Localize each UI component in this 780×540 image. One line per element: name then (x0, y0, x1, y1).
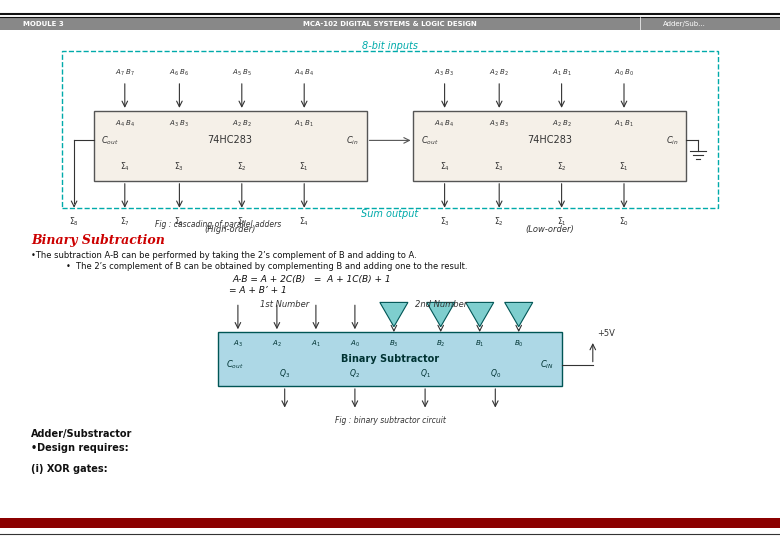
Text: $A_4\ B_4$: $A_4\ B_4$ (294, 68, 314, 78)
Text: $\Sigma_1$: $\Sigma_1$ (300, 160, 309, 173)
Text: $C_{in}$: $C_{in}$ (346, 134, 359, 147)
Text: $C_{IN}$: $C_{IN}$ (540, 358, 554, 371)
Text: 2nd Number: 2nd Number (415, 300, 466, 308)
Text: $C_{out}$: $C_{out}$ (101, 134, 119, 147)
Text: $B_1$: $B_1$ (475, 339, 484, 349)
Text: $A_0$: $A_0$ (350, 339, 360, 349)
Text: 1st Number: 1st Number (260, 300, 310, 308)
Text: Binary Subtraction: Binary Subtraction (31, 234, 165, 247)
Text: $\Sigma_8$: $\Sigma_8$ (69, 216, 79, 228)
Text: $\Sigma_2$: $\Sigma_2$ (495, 216, 504, 228)
Text: •The subtraction A-B can be performed by taking the 2’s complement of B and addi: •The subtraction A-B can be performed by… (31, 251, 417, 260)
Text: $\Sigma_4$: $\Sigma_4$ (120, 160, 129, 173)
FancyBboxPatch shape (0, 18, 780, 30)
Polygon shape (380, 302, 408, 327)
Text: (i) XOR gates:: (i) XOR gates: (31, 464, 108, 474)
FancyBboxPatch shape (0, 518, 780, 528)
Text: $\Sigma_7$: $\Sigma_7$ (120, 216, 129, 228)
Text: $\Sigma_4$: $\Sigma_4$ (300, 216, 309, 228)
Text: Adder/Substractor: Adder/Substractor (31, 429, 133, 439)
Text: $\Sigma_2$: $\Sigma_2$ (237, 160, 246, 173)
Text: +5V: +5V (597, 328, 615, 338)
Text: $A_2\ B_2$: $A_2\ B_2$ (551, 119, 572, 129)
Text: $\Sigma_3$: $\Sigma_3$ (440, 216, 449, 228)
Text: 74HC283: 74HC283 (207, 136, 253, 145)
Text: Sum output: Sum output (361, 209, 419, 219)
Text: $A_2\ B_2$: $A_2\ B_2$ (489, 68, 509, 78)
Text: $A_1\ B_1$: $A_1\ B_1$ (294, 119, 314, 129)
Text: $A_5\ B_5$: $A_5\ B_5$ (232, 68, 252, 78)
Text: $Q_3$: $Q_3$ (279, 367, 290, 380)
Text: $A_1\ B_1$: $A_1\ B_1$ (614, 119, 634, 129)
Text: MODULE 3: MODULE 3 (23, 21, 64, 27)
Text: $\Sigma_2$: $\Sigma_2$ (557, 160, 566, 173)
Text: 74HC283: 74HC283 (527, 136, 573, 145)
Text: $Q_0$: $Q_0$ (490, 367, 501, 380)
Text: $A_3\ B_3$: $A_3\ B_3$ (169, 119, 190, 129)
Text: $\Sigma_4$: $\Sigma_4$ (440, 160, 449, 173)
Text: •  The 2’s complement of B can be obtained by complementing B and adding one to : • The 2’s complement of B can be obtaine… (66, 262, 468, 271)
Text: (Low-order): (Low-order) (526, 225, 574, 234)
Text: $A_4\ B_4$: $A_4\ B_4$ (434, 119, 455, 129)
Text: $A_4\ B_4$: $A_4\ B_4$ (115, 119, 135, 129)
Text: $A_3\ B_3$: $A_3\ B_3$ (489, 119, 509, 129)
Text: $\Sigma_6$: $\Sigma_6$ (175, 216, 184, 228)
Text: $C_{in}$: $C_{in}$ (666, 134, 679, 147)
FancyBboxPatch shape (218, 332, 562, 386)
Text: $B_0$: $B_0$ (514, 339, 523, 349)
Text: $A_6\ B_6$: $A_6\ B_6$ (169, 68, 190, 78)
Text: $A_2\ B_2$: $A_2\ B_2$ (232, 119, 252, 129)
Text: $\Sigma_3$: $\Sigma_3$ (175, 160, 184, 173)
Text: •Design requires:: •Design requires: (31, 443, 129, 453)
Text: $B_2$: $B_2$ (436, 339, 445, 349)
Text: A-B = A + 2C(B)   =  A + 1C(B) + 1: A-B = A + 2C(B) = A + 1C(B) + 1 (232, 275, 392, 284)
Text: (High-order): (High-order) (204, 225, 256, 234)
Text: $C_{out}$: $C_{out}$ (226, 358, 244, 371)
Text: Fig : binary subtractor circuit: Fig : binary subtractor circuit (335, 416, 445, 424)
Text: $\Sigma_3$: $\Sigma_3$ (495, 160, 504, 173)
Polygon shape (427, 302, 455, 327)
Text: $A_3\ B_3$: $A_3\ B_3$ (434, 68, 455, 78)
Text: $A_2$: $A_2$ (272, 339, 282, 349)
Polygon shape (466, 302, 494, 327)
Text: $A_1$: $A_1$ (311, 339, 321, 349)
Text: $A_7\ B_7$: $A_7\ B_7$ (115, 68, 135, 78)
Text: $Q_2$: $Q_2$ (349, 367, 360, 380)
Text: = A + B’ + 1: = A + B’ + 1 (229, 286, 286, 295)
Text: Adder/Sub...: Adder/Sub... (663, 21, 706, 27)
FancyBboxPatch shape (94, 111, 367, 181)
Text: Fig : cascading of parallel adders: Fig : cascading of parallel adders (155, 220, 282, 228)
Text: $\Sigma_1$: $\Sigma_1$ (619, 160, 629, 173)
Text: Binary Subtractor: Binary Subtractor (341, 354, 439, 364)
Text: $C_{out}$: $C_{out}$ (421, 134, 439, 147)
Text: MCA-102 DIGITAL SYSTEMS & LOGIC DESIGN: MCA-102 DIGITAL SYSTEMS & LOGIC DESIGN (303, 21, 477, 27)
FancyBboxPatch shape (413, 111, 686, 181)
Text: $A_3$: $A_3$ (233, 339, 243, 349)
Text: $\Sigma_1$: $\Sigma_1$ (557, 216, 566, 228)
Text: $A_1\ B_1$: $A_1\ B_1$ (551, 68, 572, 78)
Text: 8-bit inputs: 8-bit inputs (362, 41, 418, 51)
Text: $\Sigma_0$: $\Sigma_0$ (619, 216, 629, 228)
Text: $B_3$: $B_3$ (389, 339, 399, 349)
Text: $Q_1$: $Q_1$ (420, 367, 431, 380)
Polygon shape (505, 302, 533, 327)
Text: $A_0\ B_0$: $A_0\ B_0$ (614, 68, 634, 78)
Text: $\Sigma_5$: $\Sigma_5$ (237, 216, 246, 228)
